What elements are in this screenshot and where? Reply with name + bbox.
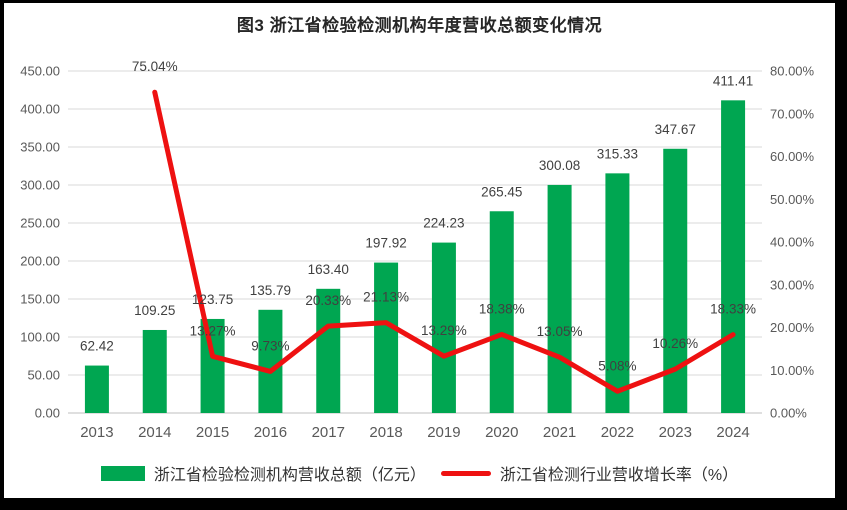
- bar-value-label: 411.41: [713, 73, 753, 88]
- chart-panel: 图3 浙江省检验检测机构年度营收总额变化情况 0.00 50.00 100.00 15…: [4, 3, 835, 498]
- legend-bar-swatch: [100, 465, 145, 481]
- growth-rate-line: [152, 89, 736, 394]
- growth-rate-label: 9.73%: [251, 338, 289, 353]
- bar-value-label: 123.75: [192, 292, 233, 307]
- bar-2021: [547, 184, 572, 413]
- x-axis-label: 2023: [659, 424, 692, 441]
- left-axis-tick: 50.00: [27, 368, 60, 383]
- bar-2015: [200, 318, 225, 413]
- growth-rate-label: 10.26%: [652, 336, 698, 351]
- bar-value-label: 265.45: [481, 184, 522, 199]
- bar-value-label: 109.25: [134, 303, 175, 318]
- bar-value-label: 347.67: [655, 122, 696, 137]
- right-axis-tick: 40.00%: [770, 235, 815, 250]
- bar-value-label: 163.40: [308, 262, 349, 277]
- right-axis-tick: 50.00%: [770, 192, 815, 207]
- growth-rate-label: 75.04%: [132, 59, 178, 74]
- x-axis-label: 2019: [427, 424, 460, 441]
- chart-plot-area: 0.00 50.00 100.00 150.00 200.00 250.00 300.00 3…: [20, 59, 815, 441]
- left-axis-tick: 350.00: [20, 140, 60, 155]
- bar-2016: [258, 309, 283, 413]
- x-axis-label: 2020: [485, 424, 518, 441]
- growth-rate-label: 13.05%: [537, 324, 583, 339]
- chart-title: 图3 浙江省检验检测机构年度营收总额变化情况: [236, 16, 603, 35]
- right-axis-tick: 20.00%: [770, 320, 815, 335]
- legend-line-series-label: 浙江省检测行业营收增长率（%）: [499, 467, 739, 484]
- legend-line-swatch: [440, 470, 491, 476]
- bar-2017: [316, 288, 341, 413]
- right-axis-tick: 0.00%: [770, 406, 807, 421]
- left-axis-tick: 0.00: [35, 406, 60, 421]
- right-axis-tick: 10.00%: [770, 363, 815, 378]
- right-axis-tick: 30.00%: [770, 277, 815, 292]
- bar-2018: [374, 262, 399, 413]
- left-axis-tick: 450.00: [20, 64, 60, 79]
- growth-rate-label: 20.33%: [305, 293, 351, 308]
- left-axis-tick: 100.00: [20, 330, 60, 345]
- growth-rate-label: 13.29%: [421, 323, 467, 338]
- bar-2024: [721, 100, 746, 413]
- bar-2020: [489, 211, 514, 413]
- legend: 浙江省检验检测机构营收总额（亿元） 浙江省检测行业营收增长率（%）: [4, 461, 835, 485]
- bar-2019: [431, 242, 456, 413]
- x-axis-label: 2016: [254, 424, 287, 441]
- left-axis-tick: 150.00: [20, 292, 60, 307]
- x-axis-label: 2018: [369, 424, 402, 441]
- bar-2014: [142, 329, 167, 413]
- left-axis-tick: 200.00: [20, 254, 60, 269]
- bar-2022: [605, 173, 630, 413]
- growth-rate-label: 18.33%: [710, 302, 756, 317]
- bar-value-label: 315.33: [597, 146, 638, 161]
- bar-value-label: 62.42: [80, 339, 114, 354]
- bar-value-label: 135.79: [250, 283, 291, 298]
- bar-value-label: 197.92: [365, 236, 406, 251]
- growth-rate-label: 5.08%: [598, 358, 636, 373]
- x-axis-label: 2022: [601, 424, 634, 441]
- left-axis-tick: 400.00: [20, 102, 60, 117]
- x-axis-label: 2024: [716, 424, 749, 441]
- growth-rate-label: 13.27%: [190, 323, 236, 338]
- growth-rate-label: 18.38%: [479, 301, 525, 316]
- growth-rate-label: 21.13%: [363, 290, 409, 305]
- x-axis-label: 2015: [196, 424, 229, 441]
- bar-value-label: 224.23: [423, 216, 464, 231]
- right-axis-tick: 60.00%: [770, 149, 815, 164]
- left-axis-tick: 250.00: [20, 216, 60, 231]
- left-axis-tick: 300.00: [20, 178, 60, 193]
- bar-2013: [84, 365, 109, 413]
- x-axis-label: 2014: [138, 424, 171, 441]
- x-axis-label: 2017: [312, 424, 345, 441]
- right-axis-tick: 70.00%: [770, 106, 815, 121]
- legend-bar-series-label: 浙江省检验检测机构营收总额（亿元）: [153, 467, 426, 484]
- x-axis-label: 2021: [543, 424, 576, 441]
- right-axis-tick: 80.00%: [770, 64, 815, 79]
- x-axis-label: 2013: [80, 424, 113, 441]
- bar-value-label: 300.08: [539, 158, 580, 173]
